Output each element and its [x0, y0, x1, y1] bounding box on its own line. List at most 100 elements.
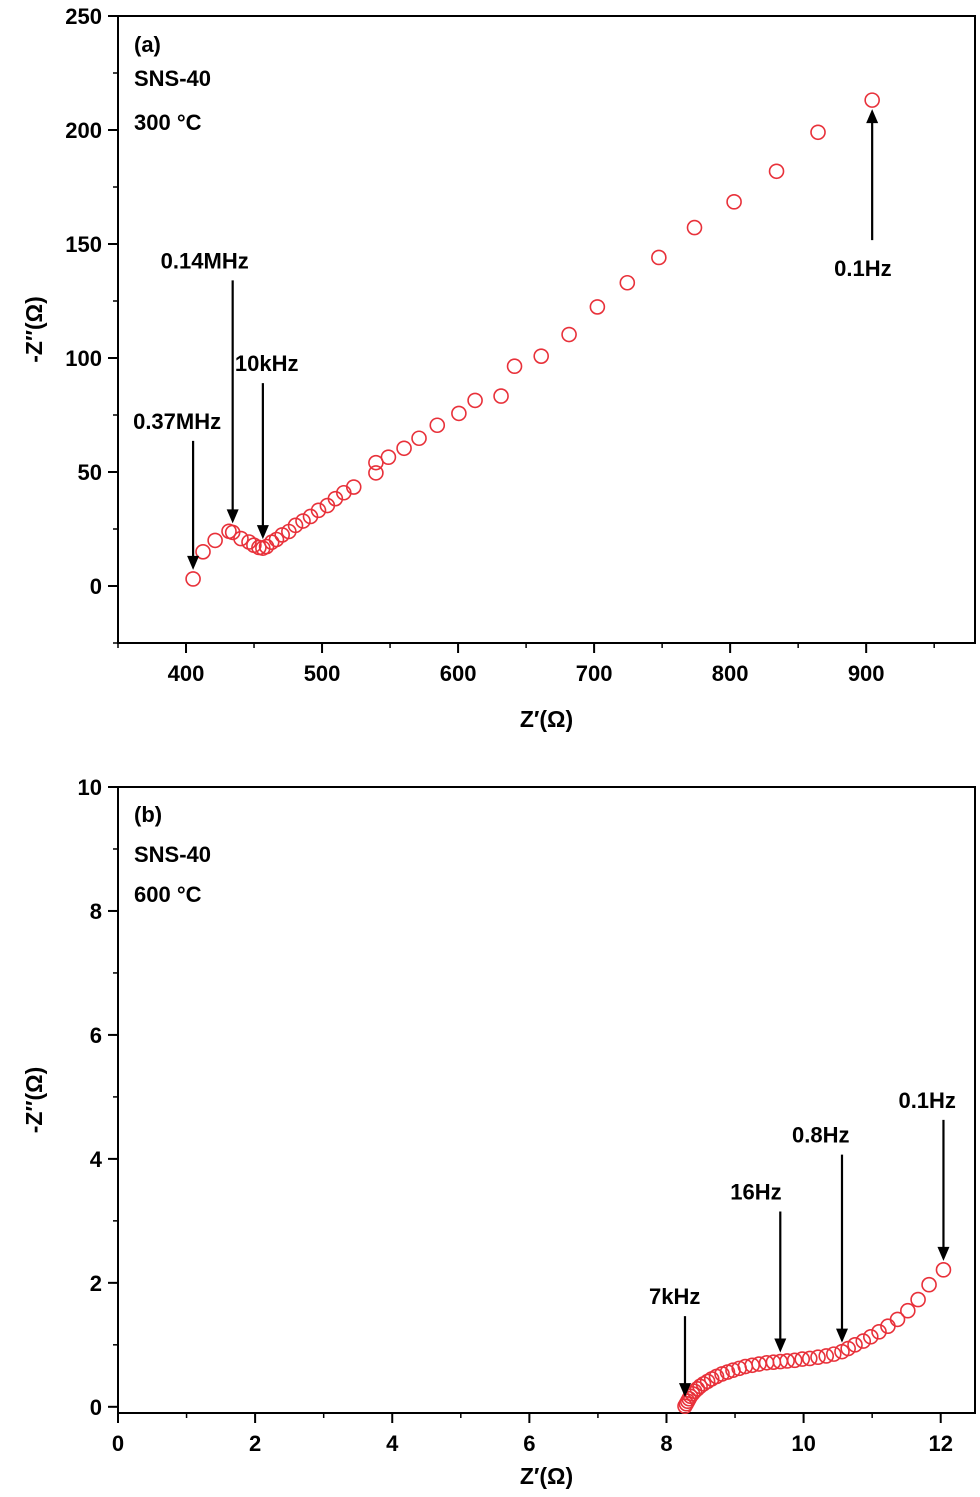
y-tick-label: 0	[90, 574, 102, 599]
y-tick-label: 4	[90, 1147, 103, 1172]
y-tick-label: 250	[65, 4, 102, 29]
data-point	[310, 502, 327, 519]
data-point	[411, 430, 427, 447]
annotation-label: 0.37MHz	[133, 409, 221, 434]
x-tick-label: 500	[304, 661, 341, 686]
arrow-head	[835, 1328, 848, 1343]
arrow-head	[226, 509, 239, 524]
data-point	[744, 1357, 760, 1374]
data-point	[429, 417, 446, 434]
data-point	[825, 1346, 842, 1362]
data-point	[921, 1276, 937, 1293]
x-tick-label: 800	[712, 661, 749, 686]
panel-label: (a)	[134, 32, 161, 57]
y-axis-title: -Z″(Ω)	[21, 296, 47, 362]
data-point	[233, 530, 249, 547]
y-tick-label: 100	[65, 346, 102, 371]
annotation-label: 0.1Hz	[898, 1088, 955, 1113]
temperature-label: 300 °C	[134, 110, 202, 135]
data-point	[380, 449, 397, 465]
plot-frame	[117, 15, 976, 644]
x-tick-label: 2	[249, 1431, 261, 1456]
y-tick-label: 10	[78, 775, 102, 800]
x-tick-label: 900	[848, 661, 885, 686]
data-point	[801, 1350, 818, 1367]
data-point	[889, 1311, 906, 1328]
y-tick-label: 200	[65, 118, 102, 143]
x-tick-label: 8	[660, 1431, 672, 1456]
chart-panel-b: 0 2 4 6 8 10 12 0 2 4 6 8 10 Z′(Ω) -Z″(Ω) (b) SNS-40 600 …	[21, 775, 976, 1489]
x-tick-label: 600	[440, 661, 477, 686]
arrow-head	[937, 1246, 950, 1261]
data-point	[327, 490, 344, 507]
x-axis-title: Z′(Ω)	[520, 1463, 573, 1489]
data-point	[589, 299, 606, 315]
panel-label: (b)	[134, 802, 162, 827]
data-point	[368, 465, 384, 481]
data-point	[862, 1328, 879, 1345]
data-point	[871, 1324, 887, 1340]
data-point	[396, 440, 412, 457]
data-point	[207, 532, 223, 549]
y-tick-label: 50	[78, 460, 102, 485]
data-point	[726, 194, 742, 210]
y-axis-title: -Z″(Ω)	[21, 1067, 47, 1133]
data-point	[910, 1291, 926, 1308]
y-tick-label: 6	[90, 1023, 102, 1048]
y-tick-label: 0	[90, 1395, 102, 1420]
data-point	[699, 1373, 716, 1390]
data-point	[847, 1337, 863, 1353]
data-point	[451, 405, 467, 422]
data-point	[493, 388, 509, 404]
x-tick-label: 4	[386, 1431, 399, 1456]
data-point	[533, 348, 549, 364]
data-point	[786, 1352, 803, 1369]
data-point	[794, 1351, 811, 1367]
y-tick-label: 150	[65, 232, 102, 257]
x-tick-label: 700	[576, 661, 613, 686]
x-axis-title: Z′(Ω)	[520, 706, 573, 732]
x-tick-label: 12	[928, 1431, 952, 1456]
data-point	[619, 274, 636, 291]
arrow-head	[256, 525, 269, 540]
data-point	[345, 479, 362, 495]
x-tick-label: 400	[168, 661, 205, 686]
data-point	[810, 1349, 826, 1366]
data-point	[864, 92, 880, 108]
data-point	[695, 1376, 712, 1392]
chart-panel-a: 400 500 600 700 800 900 0 50 100 150 200 250 Z′(Ω) -Z…	[21, 4, 976, 732]
data-point	[561, 326, 577, 343]
plot-frame	[117, 786, 976, 1414]
data-point	[185, 571, 201, 587]
x-tick-label: 10	[791, 1431, 815, 1456]
data-point	[651, 249, 667, 266]
annotation-label: 0.8Hz	[792, 1123, 849, 1148]
annotation-label: 0.14MHz	[161, 248, 249, 273]
annotation-label: 16Hz	[730, 1180, 781, 1205]
data-point	[506, 358, 523, 375]
data-point	[768, 163, 785, 180]
data-point	[295, 513, 311, 529]
arrow-head	[187, 555, 200, 570]
data-point	[818, 1348, 835, 1364]
data-point	[195, 543, 211, 560]
arrow-head	[774, 1338, 787, 1353]
sample-label: SNS-40	[134, 66, 211, 91]
data-point	[900, 1302, 916, 1319]
temperature-label: 600 °C	[134, 882, 202, 907]
data-point	[935, 1262, 952, 1278]
y-tick-label: 8	[90, 899, 102, 924]
annotation-label: 10kHz	[235, 351, 299, 376]
data-point	[268, 531, 285, 548]
annotation-label: 7kHz	[649, 1284, 700, 1309]
data-point	[467, 392, 483, 409]
x-tick-label: 6	[523, 1431, 535, 1456]
data-point	[810, 124, 826, 141]
arrow-head	[866, 109, 879, 124]
sample-label: SNS-40	[134, 842, 211, 867]
data-point	[287, 517, 304, 534]
data-point	[779, 1353, 795, 1369]
data-point	[692, 1378, 708, 1395]
annotation-label: 0.1Hz	[834, 256, 891, 281]
